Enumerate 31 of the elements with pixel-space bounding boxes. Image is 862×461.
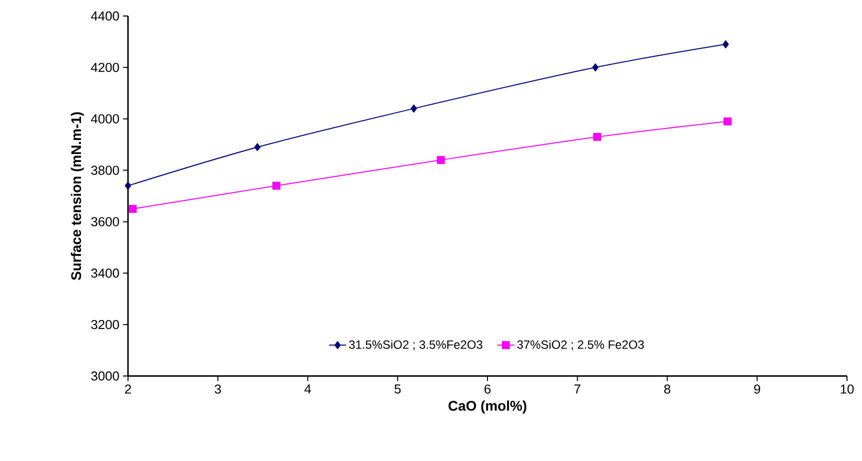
point: [410, 104, 417, 113]
point: [128, 204, 136, 213]
point: [124, 182, 132, 190]
legend-label: 31.5%SiO2 ; 3.5%Fe2O3: [349, 340, 482, 350]
x-tick-label: 3: [214, 384, 221, 394]
y-tick-label: 4400: [90, 11, 119, 21]
point: [254, 143, 261, 152]
x-tick-label: 7: [574, 384, 580, 394]
y-tick-label: 3200: [91, 320, 119, 330]
x-tick-label: 9: [754, 384, 760, 394]
y-tick-label: 3400: [91, 268, 119, 278]
legend-label: 37%SiO2 ; 2.5% Fe2O3: [517, 340, 644, 350]
y-tick-label: 3600: [91, 217, 119, 226]
x-axis-title: CaO (mol%): [448, 400, 526, 414]
y-tick-label: 4000: [90, 114, 119, 124]
point: [593, 132, 602, 141]
point: [592, 63, 598, 72]
x-tick-label: 10: [840, 384, 854, 394]
x-tick-label: 2: [125, 384, 131, 394]
point: [722, 40, 729, 48]
x-tick-label: 8: [664, 384, 670, 394]
y-tick-label: 4200: [90, 62, 119, 72]
x-tick-label: 5: [394, 384, 401, 394]
x-tick-label: 6: [484, 384, 491, 394]
point: [272, 182, 280, 190]
y-axis-title: Surface tension (mN.m-1): [70, 112, 84, 280]
x-tick-label: 4: [304, 384, 311, 394]
point: [723, 117, 732, 126]
y-tick-label: 3800: [91, 166, 119, 175]
point: [436, 156, 445, 164]
y-tick-label: 3000: [91, 371, 119, 381]
